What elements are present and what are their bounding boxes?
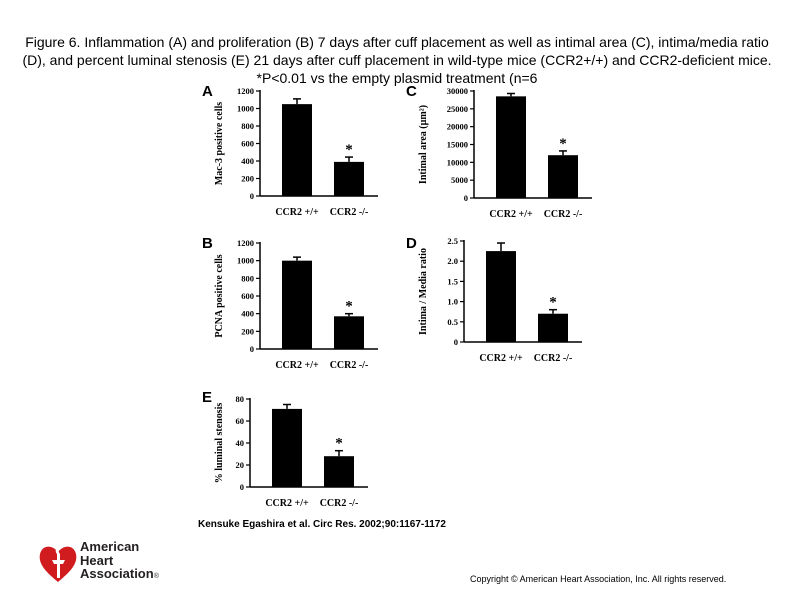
citation-text: Kensuke Egashira et al. Circ Res. 2002;9… (198, 519, 446, 530)
significance-star: * (345, 299, 353, 315)
y-tick-label: 0 (250, 344, 254, 354)
y-tick-label: 0 (250, 191, 254, 201)
y-tick-label: 1200 (237, 86, 254, 96)
y-tick-label: 25000 (447, 104, 468, 114)
y-tick-label: 80 (236, 394, 245, 404)
x-category-label: CCR2 -/- (544, 209, 583, 220)
x-category-label: CCR2 +/+ (489, 209, 533, 220)
y-tick-label: 400 (241, 309, 254, 319)
heart-torch-icon (39, 540, 77, 582)
logo-line-3: Association® (80, 567, 159, 584)
y-tick-label: 200 (241, 174, 254, 184)
significance-star: * (335, 436, 343, 452)
bar-deficient (538, 313, 568, 342)
y-tick-label: 60 (236, 416, 245, 426)
copyright-text: Copyright © American Heart Association, … (470, 574, 727, 584)
y-tick-label: 15000 (447, 140, 468, 150)
figure-caption: Figure 6. Inflammation (A) and prolifera… (22, 34, 772, 86)
y-tick-label: 20 (236, 460, 245, 470)
panel-letter: A (202, 83, 213, 100)
aha-logo: American Heart Association® (38, 538, 238, 588)
y-tick-label: 40 (236, 438, 245, 448)
y-tick-label: 1000 (237, 256, 254, 266)
bar-wild-type (282, 260, 312, 349)
bar-wild-type (496, 96, 526, 198)
x-category-label: CCR2 -/- (534, 353, 573, 364)
y-tick-label: 5000 (451, 175, 468, 185)
y-tick-label: 0 (464, 193, 468, 203)
x-category-label: CCR2 +/+ (275, 360, 319, 371)
logo-line-2: Heart (80, 552, 114, 568)
y-tick-label: 200 (241, 326, 254, 336)
logo-registered-mark: ® (153, 573, 159, 580)
y-axis-label: Intima / Media ratio (418, 248, 429, 335)
y-axis-label: % luminal stenosis (214, 403, 225, 484)
chart-panel-e: E% luminal stenosis 0 20 40 60 80 CCR2 +/+ * CCR… (200, 388, 400, 513)
y-tick-label: 0 (240, 482, 244, 492)
bar-deficient (548, 155, 578, 198)
bar-deficient (324, 456, 354, 487)
y-tick-label: 600 (241, 291, 254, 301)
chart-e-svg: E% luminal stenosis 0 20 40 60 80 CCR2 +/+ * CCR… (202, 389, 368, 509)
y-tick-label: 800 (241, 273, 254, 283)
y-tick-label: 2.5 (447, 236, 458, 246)
significance-star: * (559, 136, 567, 152)
y-tick-label: 0 (454, 337, 458, 347)
x-category-label: CCR2 -/- (330, 360, 369, 371)
y-tick-label: 1200 (237, 238, 254, 248)
y-tick-label: 2.0 (447, 256, 458, 266)
y-tick-label: 1000 (237, 104, 254, 114)
y-tick-label: 400 (241, 156, 254, 166)
x-category-label: CCR2 +/+ (275, 207, 319, 218)
y-axis-label: Mac-3 positive cells (214, 102, 225, 185)
chart-panel-d: D Intima / Media ratio 0 0.5 1.0 1.5 2.0 2.5 CCR… (404, 234, 604, 374)
chart-panel-b: B PCNA positive cells 0 200 400 600 800 1000 120… (200, 234, 400, 374)
aha-logo-text: American Heart Association® (80, 540, 159, 584)
x-category-label: CCR2 -/- (330, 207, 369, 218)
panel-letter: E (202, 389, 212, 406)
chart-panel-a: A Mac-3 positive cells 0 200 400 600 800 1000 12… (200, 82, 400, 222)
y-tick-label: 20000 (447, 122, 468, 132)
chart-panel-c: C Intimal area (µm²) 0 5000 10000 15000 20000 2… (404, 82, 604, 222)
logo-line-1: American (80, 539, 140, 554)
bar-wild-type (486, 251, 516, 342)
x-category-label: CCR2 +/+ (479, 353, 523, 364)
y-tick-label: 600 (241, 139, 254, 149)
significance-star: * (549, 295, 557, 311)
panel-letter: D (406, 235, 417, 252)
logo-line-3-text: Association (80, 566, 154, 581)
y-tick-label: 0.5 (447, 317, 458, 327)
bar-deficient (334, 161, 364, 196)
x-category-label: CCR2 -/- (320, 498, 359, 509)
bar-wild-type (272, 408, 302, 487)
y-tick-label: 1.0 (447, 297, 458, 307)
bar-deficient (334, 316, 364, 349)
panel-letter: C (406, 83, 417, 100)
y-axis-label: PCNA positive cells (214, 254, 225, 337)
panel-letter: B (202, 235, 213, 252)
bar-wild-type (282, 104, 312, 196)
y-tick-label: 800 (241, 121, 254, 131)
y-tick-label: 1.5 (447, 276, 458, 286)
x-category-label: CCR2 +/+ (265, 498, 309, 509)
y-tick-label: 30000 (447, 86, 468, 96)
significance-star: * (345, 142, 353, 158)
y-axis-label: Intimal area (µm²) (418, 105, 429, 184)
y-tick-label: 10000 (447, 157, 468, 167)
